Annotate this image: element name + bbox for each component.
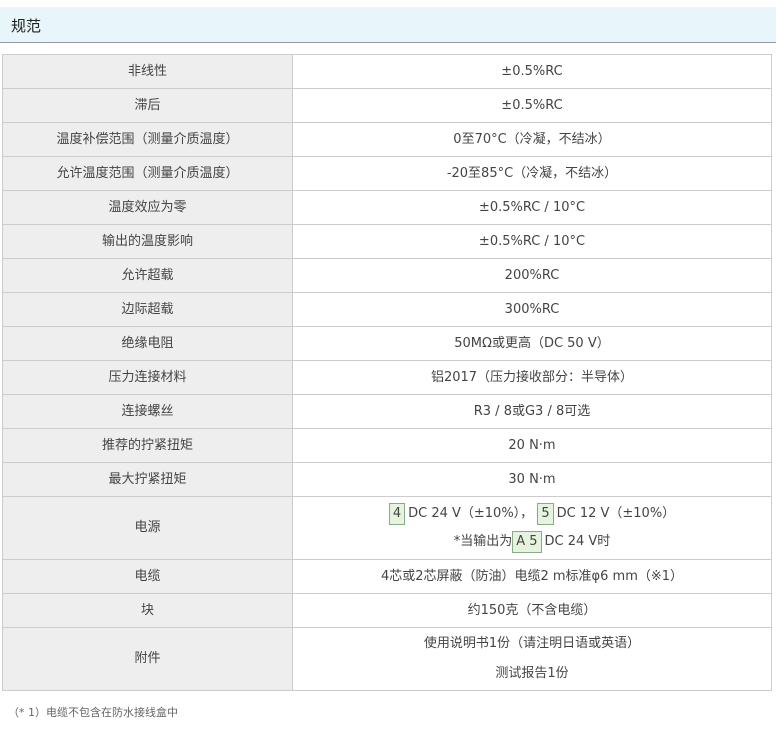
row-label: 连接螺丝: [2, 394, 293, 429]
row-value: 30 N·m: [292, 462, 772, 497]
row-value: ±0.5%RC / 10°C: [292, 190, 772, 225]
power-text: DC 24 V时: [544, 534, 611, 549]
row-value: 使用说明书1份（请注明日语或英语） 测试报告1份: [292, 627, 772, 691]
row-label: 绝缘电阻: [2, 326, 293, 361]
row-value: R3 / 8或G3 / 8可选: [292, 394, 772, 429]
row-value: ±0.5%RC: [292, 54, 772, 89]
table-row: 允许温度范围（测量介质温度） -20至85°C（冷凝，不结冰）: [2, 156, 772, 191]
row-value: 300%RC: [292, 292, 772, 327]
table-row: 最大拧紧扭矩 30 N·m: [2, 462, 772, 497]
section-title: 规范: [11, 17, 42, 35]
table-row: 非线性 ±0.5%RC: [2, 54, 772, 89]
row-label: 附件: [2, 627, 293, 691]
row-value: 约150克（不含电缆）: [292, 593, 772, 628]
power-text: DC 24 V（±10%），: [408, 506, 534, 521]
row-label: 输出的温度影响: [2, 224, 293, 259]
row-value: 4芯或2芯屏蔽（防油）电缆2 m标准φ6 mm（※1）: [292, 559, 772, 594]
table-row: 连接螺丝 R3 / 8或G3 / 8可选: [2, 394, 772, 429]
power-text: DC 12 V（±10%）: [556, 506, 676, 521]
table-row: 电缆 4芯或2芯屏蔽（防油）电缆2 m标准φ6 mm（※1）: [2, 559, 772, 594]
table-row: 块 约150克（不含电缆）: [2, 593, 772, 628]
power-text: *当输出为: [453, 534, 513, 549]
accessory-item: 测试报告1份: [495, 666, 569, 681]
code-badge: 4: [388, 503, 406, 525]
table-row: 温度补偿范围（测量介质温度） 0至70°C（冷凝，不结冰）: [2, 122, 772, 157]
table-row: 附件 使用说明书1份（请注明日语或英语） 测试报告1份: [2, 627, 772, 691]
code-badge: A 5: [512, 531, 542, 553]
row-label: 滞后: [2, 88, 293, 123]
row-label: 允许温度范围（测量介质温度）: [2, 156, 293, 191]
row-label: 温度补偿范围（测量介质温度）: [2, 122, 293, 157]
row-label: 电缆: [2, 559, 293, 594]
row-label: 温度效应为零: [2, 190, 293, 225]
table-row: 绝缘电阻 50MΩ或更高（DC 50 V）: [2, 326, 772, 361]
table-row: 滞后 ±0.5%RC: [2, 88, 772, 123]
row-value: ±0.5%RC: [292, 88, 772, 123]
spec-table: 非线性 ±0.5%RC 滞后 ±0.5%RC 温度补偿范围（测量介质温度） 0至70°C（…: [2, 54, 772, 691]
row-value: 0至70°C（冷凝，不结冰）: [292, 122, 772, 157]
row-value: 200%RC: [292, 258, 772, 293]
row-label: 允许超载: [2, 258, 293, 293]
table-row: 压力连接材料 铝2017（压力接收部分：半导体）: [2, 360, 772, 395]
accessory-item: 使用说明书1份（请注明日语或英语）: [423, 636, 641, 651]
row-label: 压力连接材料: [2, 360, 293, 395]
row-label: 边际超载: [2, 292, 293, 327]
table-row: 温度效应为零 ±0.5%RC / 10°C: [2, 190, 772, 225]
table-row: 边际超载 300%RC: [2, 292, 772, 327]
row-label: 最大拧紧扭矩: [2, 462, 293, 497]
table-row: 电源 4 DC 24 V（±10%）， 5 DC 12 V（±10%） *当输出为 A…: [2, 496, 772, 560]
table-row: 输出的温度影响 ±0.5%RC / 10°C: [2, 224, 772, 259]
footnote: （* 1）电缆不包含在防水接线盒中: [8, 706, 178, 719]
row-label: 块: [2, 593, 293, 628]
table-row: 推荐的拧紧扭矩 20 N·m: [2, 428, 772, 463]
row-value: -20至85°C（冷凝，不结冰）: [292, 156, 772, 191]
section-header: 规范: [0, 7, 776, 43]
code-badge: 5: [537, 503, 554, 525]
row-value: 50MΩ或更高（DC 50 V）: [292, 326, 772, 361]
table-row: 允许超载 200%RC: [2, 258, 772, 293]
row-value: 铝2017（压力接收部分：半导体）: [292, 360, 772, 395]
row-label: 非线性: [2, 54, 293, 89]
row-label: 电源: [2, 496, 293, 560]
row-value: 20 N·m: [292, 428, 772, 463]
row-value: ±0.5%RC / 10°C: [292, 224, 772, 259]
row-label: 推荐的拧紧扭矩: [2, 428, 293, 463]
